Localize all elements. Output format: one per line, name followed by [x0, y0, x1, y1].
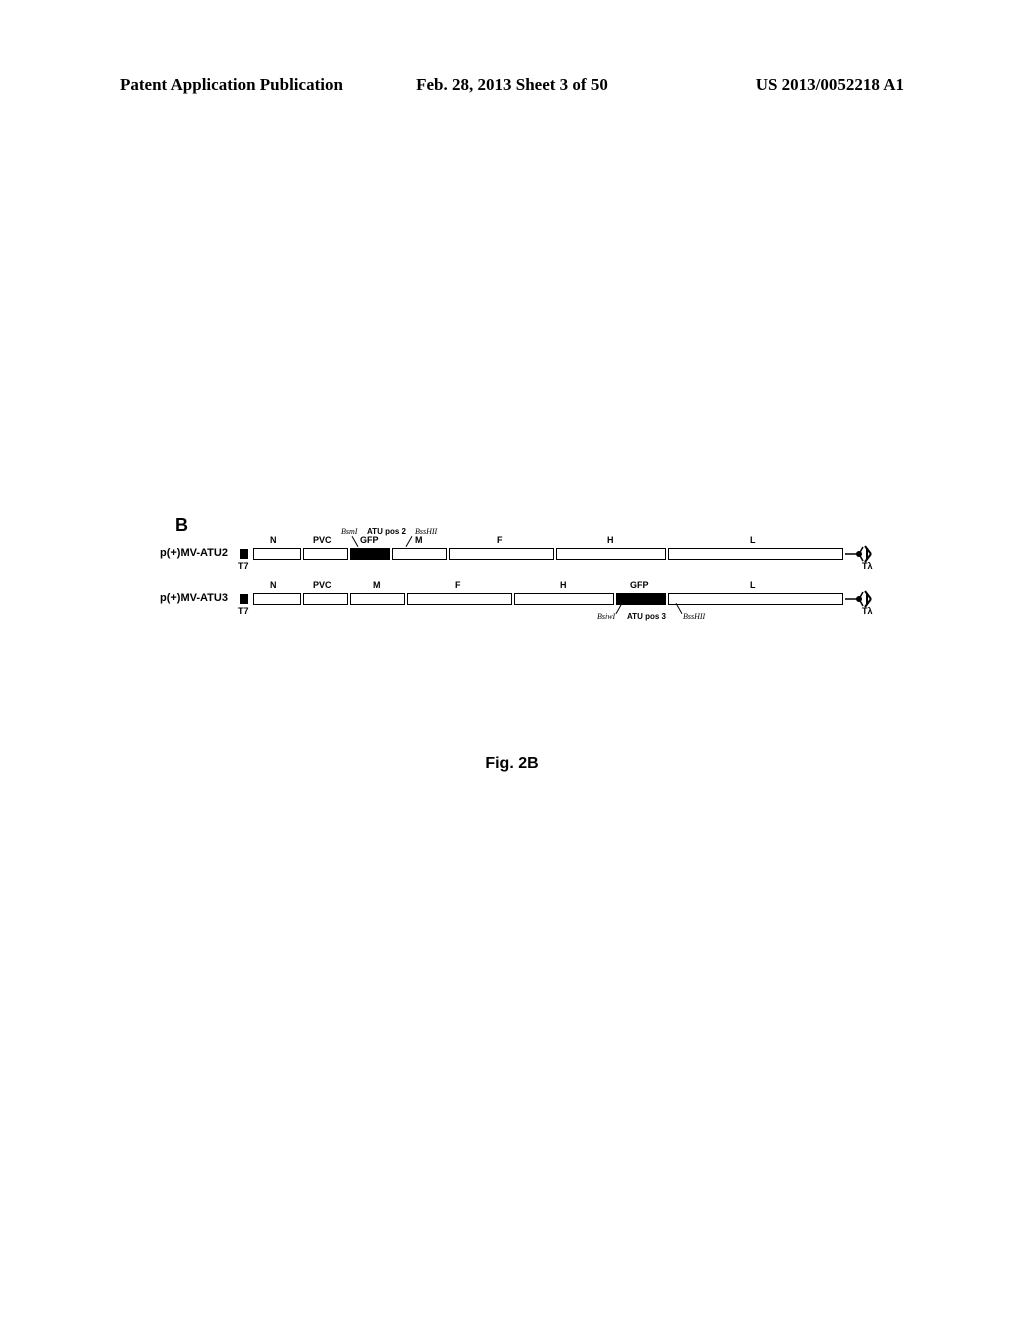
page-header: Patent Application Publication Feb. 28, … — [0, 75, 1024, 95]
gene-gfp-box — [350, 548, 390, 560]
gene-n-box — [253, 593, 301, 605]
figure-caption: Fig. 2B — [0, 755, 1024, 773]
gene-h-label: H — [607, 535, 614, 545]
t7-promoter-box — [240, 594, 248, 604]
header-publication: Patent Application Publication — [120, 75, 381, 95]
terminator-label: Tλ — [862, 606, 873, 616]
gene-pvc-box — [303, 593, 348, 605]
t7-promoter-label: T7 — [238, 606, 249, 616]
gene-f-box — [449, 548, 554, 560]
gene-h-box — [556, 548, 666, 560]
construct-label-atu2: p(+)MV-ATU2 — [160, 547, 228, 559]
gene-n-label: N — [270, 580, 277, 590]
connector — [406, 536, 413, 547]
bsmi-annotation: BsmI — [341, 527, 357, 536]
terminator-label: Tλ — [862, 561, 873, 571]
gene-n-box — [253, 548, 301, 560]
gene-m-label: M — [415, 535, 423, 545]
gene-n-label: N — [270, 535, 277, 545]
gene-gfp-label: GFP — [360, 535, 379, 545]
header-patent-number: US 2013/0052218 A1 — [643, 75, 904, 95]
gene-gfp-box — [616, 593, 666, 605]
gene-h-box — [514, 593, 614, 605]
gene-m-box — [392, 548, 447, 560]
gene-l-box — [668, 593, 843, 605]
bsshii-annotation: BssHII — [683, 612, 705, 621]
atu-pos3-annotation: ATU pos 3 — [627, 612, 666, 621]
gene-m-label: M — [373, 580, 381, 590]
gene-pvc-label: PVC — [313, 535, 332, 545]
header-date-sheet: Feb. 28, 2013 Sheet 3 of 50 — [381, 75, 642, 95]
gene-f-label: F — [497, 535, 503, 545]
connector — [352, 536, 359, 547]
gene-l-label: L — [750, 580, 756, 590]
plasmid-diagram: B p(+)MV-ATU2 T7 BsmI ATU pos 2 BssHII N… — [165, 530, 885, 640]
bsiwi-annotation: BsiwI — [597, 612, 615, 621]
gene-m-box — [350, 593, 405, 605]
gene-f-box — [407, 593, 512, 605]
gene-pvc-label: PVC — [313, 580, 332, 590]
gene-pvc-box — [303, 548, 348, 560]
construct-atu2: p(+)MV-ATU2 T7 BsmI ATU pos 2 BssHII N P… — [165, 535, 885, 575]
t7-promoter-box — [240, 549, 248, 559]
t7-promoter-label: T7 — [238, 561, 249, 571]
gene-l-box — [668, 548, 843, 560]
gene-l-label: L — [750, 535, 756, 545]
construct-atu3: p(+)MV-ATU3 T7 N PVC M F H GFP L BsiwI A… — [165, 580, 885, 620]
gene-f-label: F — [455, 580, 461, 590]
gene-h-label: H — [560, 580, 567, 590]
panel-label-b: B — [175, 515, 188, 536]
gene-gfp-label: GFP — [630, 580, 649, 590]
construct-label-atu3: p(+)MV-ATU3 — [160, 592, 228, 604]
